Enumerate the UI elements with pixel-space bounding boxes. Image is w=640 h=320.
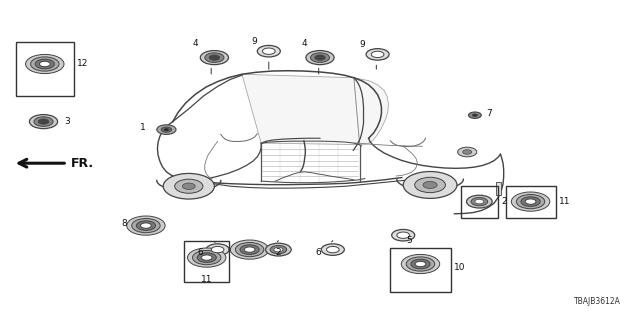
Circle shape — [206, 244, 229, 255]
Text: 11: 11 — [201, 275, 212, 284]
Circle shape — [209, 55, 220, 60]
Text: 11: 11 — [559, 197, 570, 206]
Bar — [390, 248, 451, 292]
Circle shape — [326, 246, 339, 253]
Circle shape — [164, 128, 169, 131]
Circle shape — [475, 199, 484, 204]
Circle shape — [35, 59, 54, 69]
Text: 10: 10 — [454, 263, 466, 272]
Text: 12: 12 — [77, 60, 88, 68]
Circle shape — [127, 216, 165, 235]
Circle shape — [188, 248, 226, 267]
Circle shape — [521, 197, 540, 206]
Circle shape — [182, 183, 195, 189]
Bar — [506, 186, 556, 218]
Circle shape — [472, 114, 477, 116]
Text: TBAJB3612A: TBAJB3612A — [574, 297, 621, 306]
Circle shape — [136, 221, 156, 230]
Circle shape — [392, 229, 415, 241]
Circle shape — [257, 45, 280, 57]
Bar — [16, 42, 74, 96]
Text: 2: 2 — [275, 248, 281, 257]
Circle shape — [467, 195, 492, 208]
Circle shape — [262, 48, 275, 54]
Text: FR.: FR. — [70, 157, 93, 170]
Circle shape — [141, 223, 151, 228]
Circle shape — [525, 199, 536, 204]
Polygon shape — [261, 139, 304, 143]
Circle shape — [163, 173, 214, 199]
Circle shape — [406, 257, 435, 271]
Circle shape — [401, 254, 440, 274]
Text: 4: 4 — [301, 39, 307, 48]
Circle shape — [157, 125, 176, 134]
Text: 5: 5 — [406, 236, 412, 245]
Circle shape — [274, 247, 283, 252]
Circle shape — [202, 255, 212, 260]
Circle shape — [38, 119, 49, 124]
Circle shape — [211, 246, 224, 253]
Circle shape — [161, 127, 172, 132]
Text: 2: 2 — [501, 197, 507, 206]
Text: 6: 6 — [197, 248, 203, 257]
Circle shape — [511, 192, 550, 211]
Circle shape — [40, 61, 50, 67]
Circle shape — [471, 197, 488, 206]
Circle shape — [411, 259, 430, 269]
Circle shape — [193, 251, 221, 265]
Text: 6: 6 — [316, 248, 321, 257]
Circle shape — [236, 243, 264, 257]
Text: 7: 7 — [486, 109, 492, 118]
Circle shape — [366, 49, 389, 60]
Circle shape — [266, 243, 291, 256]
Circle shape — [458, 147, 477, 157]
Text: 9: 9 — [252, 37, 257, 46]
Bar — [461, 186, 498, 218]
Circle shape — [463, 150, 472, 154]
Circle shape — [205, 53, 224, 62]
Circle shape — [415, 177, 445, 193]
Circle shape — [371, 51, 384, 58]
Circle shape — [415, 261, 426, 267]
Circle shape — [240, 245, 259, 254]
Circle shape — [197, 253, 216, 262]
Circle shape — [244, 247, 255, 252]
Circle shape — [26, 54, 64, 74]
Polygon shape — [242, 74, 360, 145]
Circle shape — [403, 172, 457, 198]
Circle shape — [29, 115, 58, 129]
Bar — [496, 182, 501, 195]
Text: 3: 3 — [64, 117, 70, 126]
Circle shape — [321, 244, 344, 255]
Text: 1: 1 — [140, 124, 146, 132]
Circle shape — [175, 179, 203, 193]
Circle shape — [423, 181, 437, 188]
Circle shape — [310, 53, 330, 62]
Circle shape — [132, 219, 160, 233]
Text: 9: 9 — [359, 40, 365, 49]
Polygon shape — [354, 78, 388, 145]
Circle shape — [31, 57, 59, 71]
Circle shape — [270, 245, 287, 254]
Circle shape — [230, 240, 269, 259]
Circle shape — [34, 117, 53, 126]
Circle shape — [516, 195, 545, 209]
Circle shape — [306, 51, 334, 65]
Circle shape — [397, 232, 410, 238]
Text: 8: 8 — [121, 220, 127, 228]
Bar — [184, 241, 229, 282]
Text: 4: 4 — [193, 39, 198, 48]
Circle shape — [315, 55, 325, 60]
Circle shape — [200, 51, 228, 65]
Circle shape — [468, 112, 481, 118]
